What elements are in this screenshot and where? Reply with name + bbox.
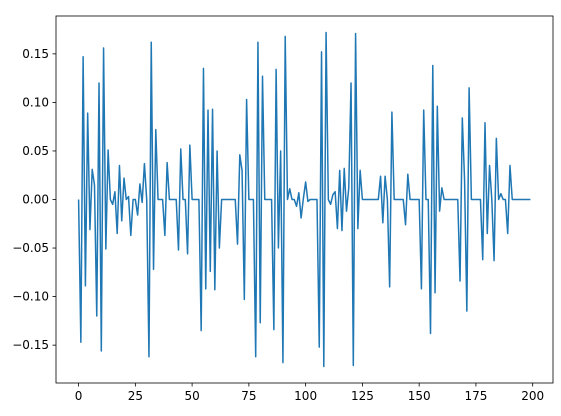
y-tick-label: −0.10 [12, 290, 49, 304]
x-tick-label: 25 [128, 389, 143, 403]
y-tick-label: 0.15 [22, 47, 49, 61]
x-tick-label: 200 [521, 389, 544, 403]
y-tick-label: −0.05 [12, 241, 49, 255]
data-line [77, 31, 531, 368]
y-tick-label: −0.15 [12, 338, 49, 352]
y-tick-label: 0.00 [22, 193, 49, 207]
x-tick-label: 75 [241, 389, 256, 403]
y-tick-label: 0.05 [22, 144, 49, 158]
x-tick-label: 125 [351, 389, 374, 403]
x-tick-label: 0 [75, 389, 83, 403]
x-tick-label: 50 [184, 389, 199, 403]
y-tick-label: 0.10 [22, 95, 49, 109]
x-tick-label: 150 [408, 389, 431, 403]
x-tick-label: 175 [464, 389, 487, 403]
x-tick-label: 100 [294, 389, 317, 403]
